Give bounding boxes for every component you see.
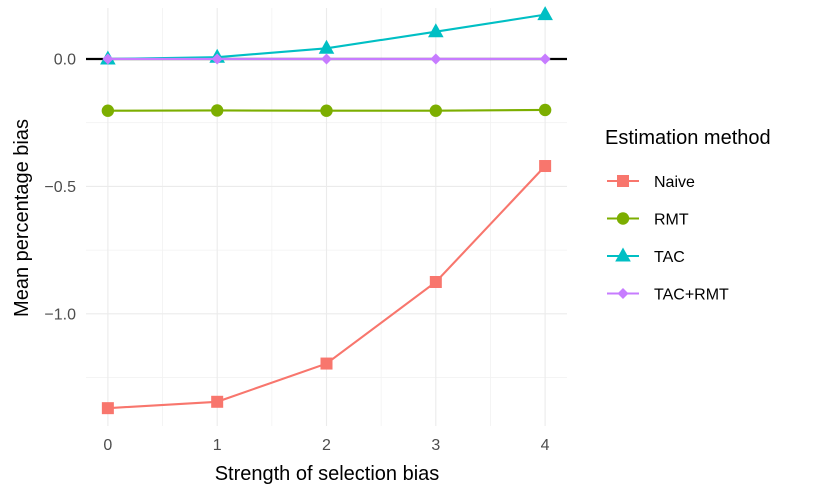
- legend-item-naive: Naive: [607, 174, 695, 191]
- series-tac-rmt: [102, 53, 551, 65]
- data-point-rmt: [538, 103, 552, 117]
- y-tick-labels: 0.0 −0.5 −1.0: [44, 51, 76, 323]
- data-point-naive: [101, 402, 114, 415]
- x-tick-label: 3: [431, 437, 440, 454]
- x-tick-labels: 0 1 2 3 4: [103, 437, 549, 454]
- data-point-naive: [211, 395, 224, 408]
- legend-label-tac: TAC: [654, 249, 685, 266]
- x-tick-label: 2: [322, 437, 331, 454]
- legend-key-marker-rmt: [616, 212, 630, 225]
- legend-item-tac-rmt: TAC+RMT: [607, 287, 729, 304]
- legend-title: Estimation method: [605, 127, 771, 149]
- x-tick-label: 0: [103, 437, 112, 454]
- y-axis-title: Mean percentage bias: [11, 119, 33, 317]
- legend-key-marker-tac-rmt: [617, 288, 629, 299]
- legend-label-naive: Naive: [654, 174, 695, 191]
- series-rmt: [101, 103, 552, 117]
- data-point-tac-rmt: [211, 53, 223, 65]
- legend-label-rmt: RMT: [654, 212, 689, 229]
- legend-items: Naive RMT TAC TAC+RMT: [607, 174, 729, 304]
- data-point-tac: [428, 23, 444, 38]
- x-tick-label: 4: [541, 437, 550, 454]
- y-tick-label: −1.0: [44, 306, 76, 323]
- data-point-naive: [320, 357, 333, 370]
- y-tick-label: 0.0: [54, 51, 76, 68]
- data-point-rmt: [210, 104, 224, 117]
- legend-key-marker-naive: [617, 175, 629, 187]
- legend-key-marker-tac: [615, 247, 631, 262]
- data-point-tac: [537, 6, 553, 21]
- data-point-tac-rmt: [321, 53, 332, 65]
- data-point-tac-rmt: [430, 53, 442, 65]
- legend-label-tac-rmt: TAC+RMT: [654, 287, 729, 304]
- x-axis-title: Strength of selection bias: [215, 463, 440, 485]
- data-point-tac-rmt: [102, 53, 114, 65]
- legend: Estimation method Naive RMT TAC TAC+RMT: [605, 127, 771, 304]
- data-point-rmt: [429, 104, 443, 117]
- data-point-tac-rmt: [539, 53, 551, 65]
- data-point-tac: [318, 39, 335, 54]
- data-point-naive: [429, 275, 442, 288]
- data-point-naive: [539, 160, 552, 173]
- data-point-rmt: [101, 104, 115, 117]
- legend-item-tac: TAC: [607, 247, 685, 266]
- series-layer: [100, 6, 553, 415]
- y-tick-label: −0.5: [44, 179, 76, 196]
- legend-item-rmt: RMT: [607, 212, 689, 229]
- data-point-rmt: [320, 104, 333, 117]
- series-naive: [101, 160, 552, 415]
- x-tick-label: 1: [213, 437, 222, 454]
